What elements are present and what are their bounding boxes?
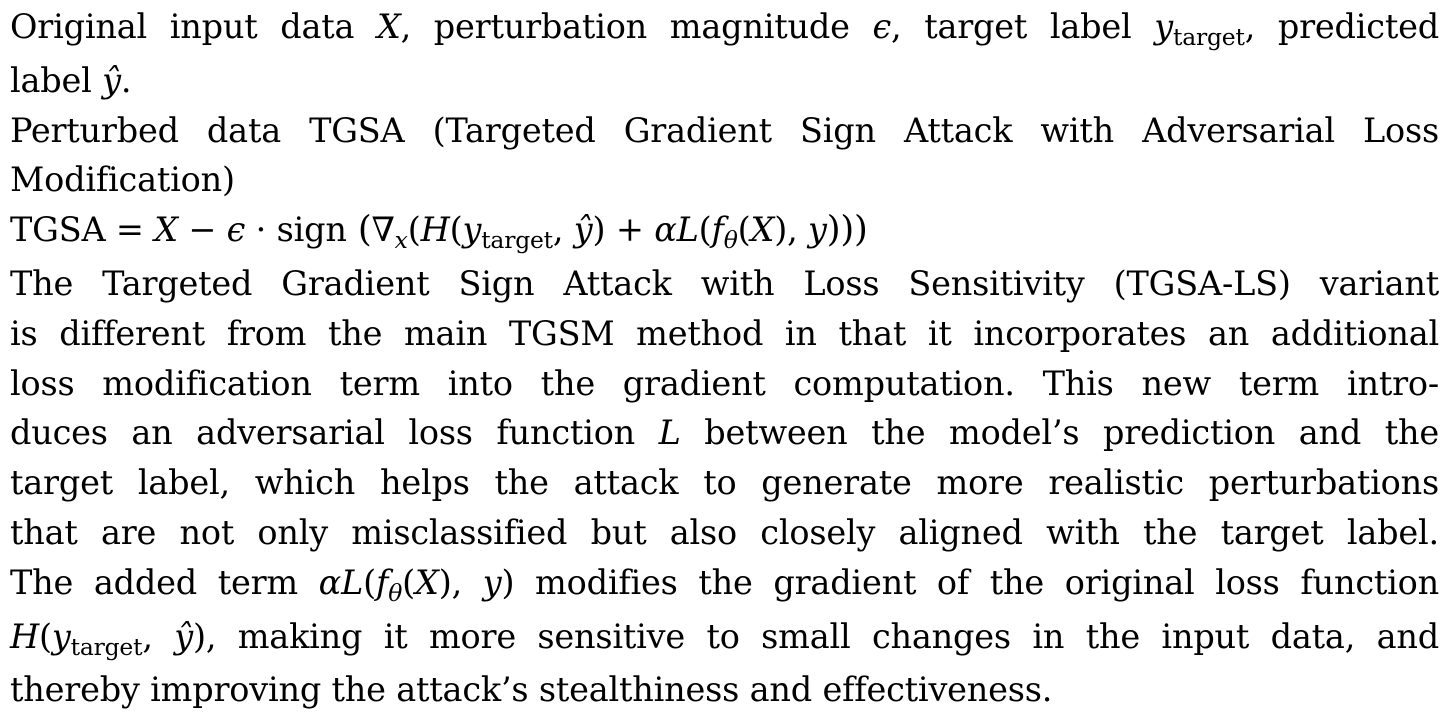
- formula-cdot: ·: [245, 210, 277, 250]
- math-yhat: ŷ: [102, 60, 121, 100]
- input-text: Original input data: [10, 7, 377, 46]
- description-text: , making it more sensitive to small chan…: [205, 616, 1439, 656]
- description-text: The added term: [10, 562, 319, 602]
- math-H: H: [420, 210, 450, 250]
- math-subscript-target: target: [481, 226, 553, 255]
- output-line-1: Perturbed data TGSA (Targeted Gradient S…: [10, 110, 1439, 150]
- description-line-9: thereby improving the attack’s stealthin…: [10, 670, 1053, 710]
- formula-paren: (: [698, 210, 712, 250]
- math-epsilon: ϵ: [872, 7, 892, 46]
- formula-paren: (: [407, 210, 421, 250]
- formula-paren: ): [774, 210, 788, 250]
- description-text: duces an adversarial loss function: [10, 413, 659, 453]
- formula-paren: (: [449, 210, 463, 250]
- description-text: modifies the gradient of the original lo…: [514, 562, 1440, 602]
- description-line-4: duces an adversarial loss function L bet…: [10, 408, 1439, 458]
- math-X: X: [154, 210, 178, 250]
- math-nabla: ∇: [371, 210, 395, 250]
- math-L: L: [658, 413, 681, 453]
- math-alpha: α: [654, 210, 677, 250]
- math-f: f: [376, 562, 389, 602]
- formula-equals: =: [105, 210, 155, 250]
- math-epsilon: ϵ: [226, 210, 246, 250]
- description-line-6: that are not only misclassified but also…: [10, 512, 1439, 552]
- math-X: X: [750, 210, 775, 250]
- formula-sign: sign: [276, 210, 347, 250]
- formula-line: TGSA = X − ϵ · sign (∇x(H(ytarget, ŷ) + …: [10, 205, 1439, 259]
- formula-comma: ,: [142, 616, 175, 656]
- input-text: label: [10, 60, 103, 100]
- formula-plus: +: [605, 210, 655, 250]
- input-text: , target label: [891, 7, 1155, 46]
- formula-paren: (: [346, 209, 372, 251]
- formula-paren: ))): [826, 209, 868, 251]
- formula-paren: ): [438, 562, 452, 602]
- input-text: .: [120, 60, 132, 100]
- formula-comma: ,: [451, 562, 483, 602]
- math-y: y: [807, 210, 827, 250]
- algorithm-text: Original input data X, perturbation magn…: [10, 2, 1439, 715]
- formula-paren: ): [192, 616, 206, 656]
- formula-paren: ): [592, 210, 606, 250]
- math-L: L: [341, 562, 364, 602]
- description-line-3: loss modification term into the gradient…: [10, 363, 1439, 403]
- math-X: X: [415, 562, 439, 602]
- formula-comma: ,: [787, 210, 808, 250]
- math-f: f: [711, 210, 724, 250]
- math-subscript-theta: θ: [388, 578, 403, 607]
- description-text: between the model’s prediction and the: [680, 413, 1439, 453]
- description-line-5: target label, which helps the attack to …: [10, 463, 1439, 503]
- formula-lhs: TGSA: [10, 210, 106, 250]
- math-subscript-target: target: [1173, 23, 1245, 52]
- math-L: L: [676, 210, 699, 250]
- input-text: , predicted: [1244, 7, 1439, 46]
- description-line-8: H(ytarget, ŷ), making it more sensitive …: [10, 612, 1439, 666]
- math-y: y: [1154, 7, 1173, 46]
- math-H: H: [10, 616, 40, 656]
- math-X: X: [376, 7, 401, 46]
- description-line-2: is different from the main TGSM method i…: [10, 313, 1439, 353]
- math-yhat: ŷ: [174, 616, 193, 656]
- math-yhat: ŷ: [573, 210, 593, 250]
- math-subscript-target: target: [70, 632, 143, 661]
- math-alpha: α: [318, 562, 342, 602]
- formula-paren: (: [363, 562, 377, 602]
- math-y: y: [462, 210, 482, 250]
- input-line-2: label ŷ.: [10, 56, 1439, 106]
- formula-paren: (: [39, 616, 52, 656]
- formula-paren: ): [501, 562, 515, 602]
- math-subscript-x: x: [394, 226, 408, 255]
- input-line-1: Original input data X, perturbation magn…: [10, 2, 1439, 56]
- formula-paren: (: [737, 210, 751, 250]
- formula-minus: −: [177, 210, 227, 250]
- math-y: y: [482, 562, 502, 602]
- formula-comma: ,: [552, 210, 574, 250]
- description-line-1: The Targeted Gradient Sign Attack with L…: [10, 263, 1439, 303]
- math-subscript-theta: θ: [723, 226, 738, 255]
- output-line-2: Modification): [10, 160, 235, 200]
- description-line-7: The added term αL(fθ(X), y) modifies the…: [10, 558, 1439, 612]
- math-y: y: [51, 616, 71, 656]
- input-text: , perturbation magnitude: [400, 7, 873, 46]
- formula-paren: (: [402, 562, 416, 602]
